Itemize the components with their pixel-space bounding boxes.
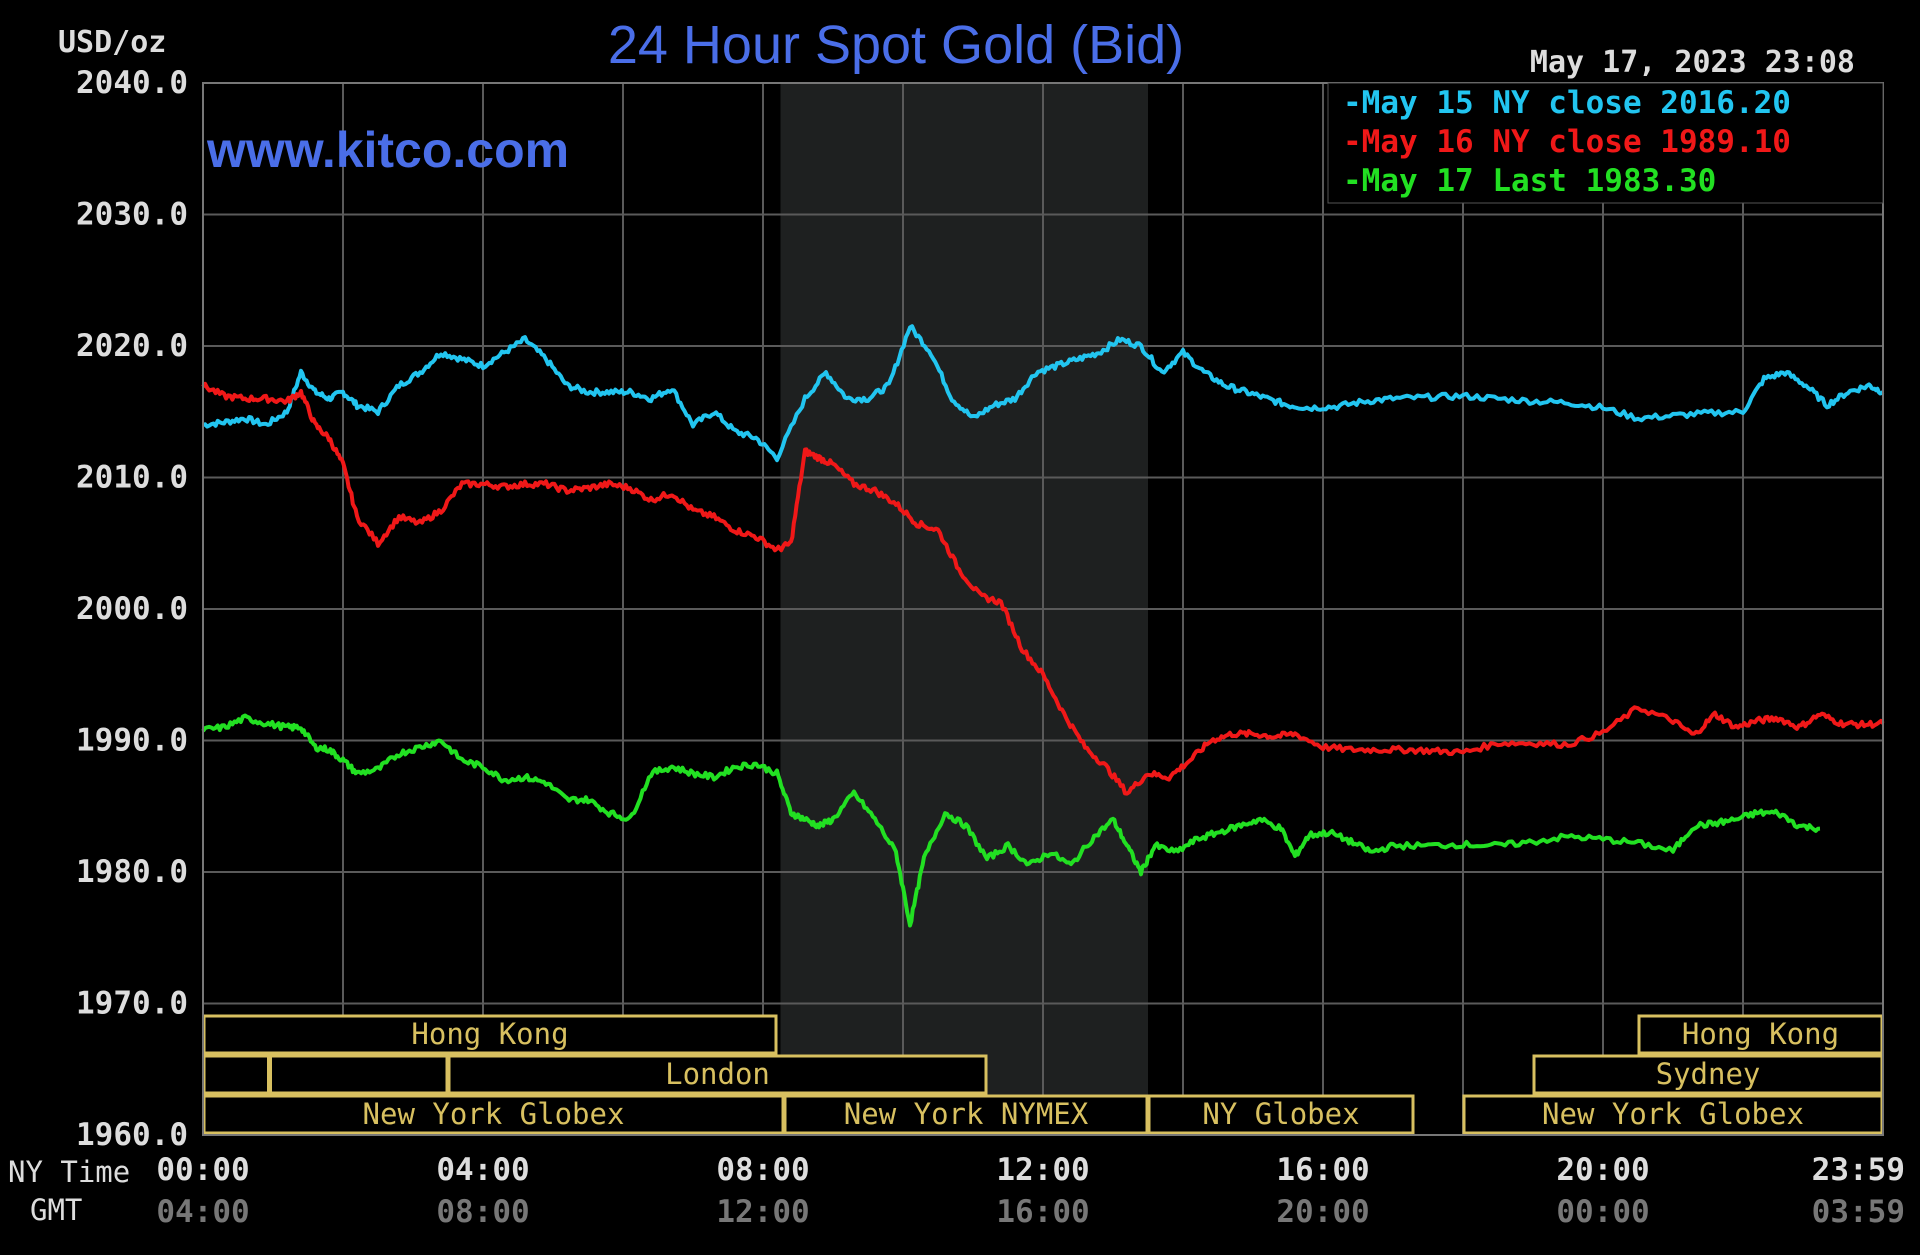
y-tick-label: 1970.0 [76,986,188,1022]
x-tick-label-ny: 16:00 [1276,1152,1369,1188]
market-session-box [1462,1094,1884,1135]
chart-title: 24 Hour Spot Gold (Bid) [608,15,1184,75]
x-tick-label-ny: 00:00 [156,1152,249,1188]
market-session-box [202,1094,785,1135]
gmt-label: GMT [30,1193,82,1227]
x-tick-label-gmt: 00:00 [1556,1194,1649,1230]
legend-text-may16: May 16 NY close 1989.10 [1362,124,1791,160]
units-label: USD/oz [58,25,166,60]
timestamp: May 17, 2023 23:08 [1530,45,1855,80]
x-tick-label-ny: 20:00 [1556,1152,1649,1188]
legend-marker-may16: - [1343,124,1362,160]
y-tick-label: 2000.0 [76,591,188,627]
market-session-box [783,1094,1149,1135]
x-tick-label-ny: 04:00 [436,1152,529,1188]
market-session-label: New York NYMEX [844,1097,1089,1131]
plot-frame [202,82,1884,1136]
market-session-box [1147,1094,1415,1135]
x-tick-label-ny: 08:00 [716,1152,809,1188]
legend-marker-may15: - [1343,85,1362,121]
series-line-1 [201,381,1885,796]
x-tick-label-gmt: 12:00 [716,1194,809,1230]
axis-layer: 2040.0 2030.0 2020.0 2010.0 2000.0 1990.0 1980… [76,65,1905,1230]
market-session-label: Sydney [1656,1057,1761,1091]
market-session-box [1637,1014,1884,1055]
series-layer [201,324,1885,928]
grid-layer [202,82,1884,1136]
market-sessions-layer: Hong Kong Hong Kong London Sydney New York G… [202,1014,1884,1135]
legend-entry-may15: -May 15 NY close 2016.20 [1343,85,1791,121]
y-tick-label: 1960.0 [76,1117,188,1153]
market-session-box [269,1054,449,1095]
legend-text-may15: May 15 NY close 2016.20 [1362,85,1791,121]
market-session-label: Hong Kong [1682,1017,1839,1051]
x-tick-label-gmt: 16:00 [996,1194,1089,1230]
market-session-box [1532,1054,1884,1095]
market-session-box [202,1054,270,1095]
market-session-label: London [665,1057,770,1091]
market-session-label: Hong Kong [411,1017,568,1051]
y-tick-label: 1980.0 [76,854,188,890]
legend-marker-may17: - [1343,163,1362,199]
y-tick-label: 2030.0 [76,197,188,233]
legend-entry-may16: -May 16 NY close 1989.10 [1343,124,1791,160]
y-tick-label: 2020.0 [76,328,188,364]
market-session-label: New York Globex [1542,1097,1804,1131]
ny-time-label: NY Time [8,1155,130,1189]
y-tick-label: 2040.0 [76,65,188,101]
x-tick-label-ny: 12:00 [996,1152,1089,1188]
legend-box [1327,82,1884,204]
series-line-0 [202,324,1885,463]
market-session-label: New York Globex [363,1097,625,1131]
legend: -May 15 NY close 2016.20 -May 16 NY clos… [1327,82,1884,204]
series-line-2 [201,713,1821,928]
x-tick-label-gmt: 20:00 [1276,1194,1369,1230]
x-tick-label-gmt: 04:00 [156,1194,249,1230]
legend-entry-may17: -May 17 Last 1983.30 [1343,163,1716,199]
market-session-box [447,1054,988,1095]
x-tick-label-gmt: 08:00 [436,1194,529,1230]
y-tick-label: 1990.0 [76,723,188,759]
y-tick-label: 2010.0 [76,460,188,496]
market-session-box [202,1014,778,1055]
x-tick-label-ny: 23:59 [1812,1152,1905,1188]
legend-text-may17: May 17 Last 1983.30 [1362,163,1717,199]
x-tick-label-gmt: 03:59 [1812,1194,1905,1230]
watermark-url: www.kitco.com [206,122,569,178]
market-session-label: NY Globex [1202,1097,1359,1131]
